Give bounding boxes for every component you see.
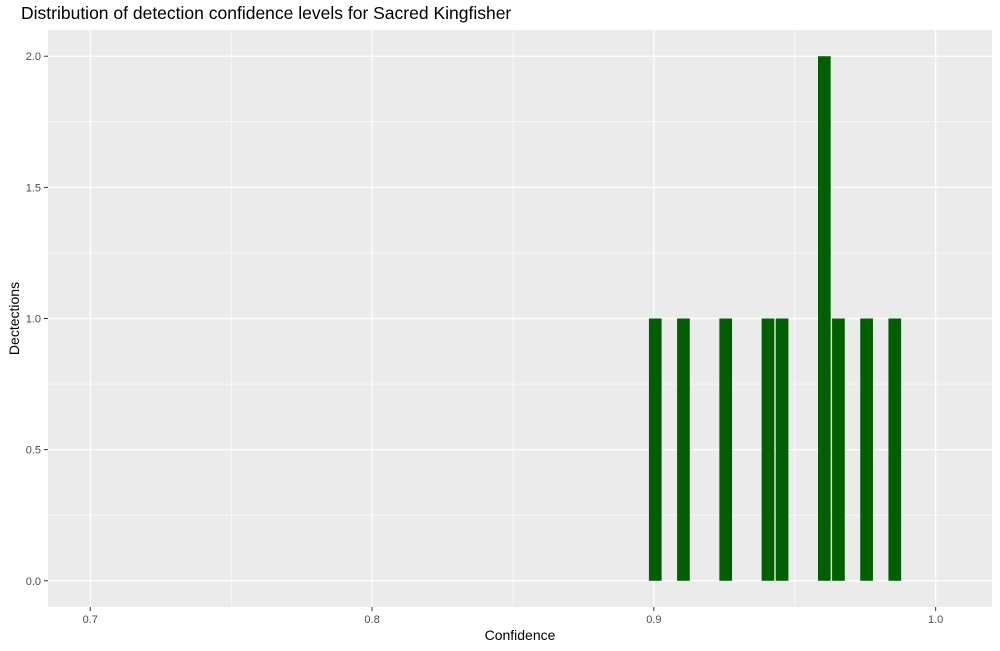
x-tick-label: 1.0 bbox=[928, 614, 943, 626]
histogram-bar bbox=[648, 318, 662, 581]
y-tick-label: 0.0 bbox=[26, 576, 41, 588]
x-tick-label: 0.7 bbox=[83, 614, 98, 626]
x-axis: 0.7 0.8 0.9 1.0 bbox=[83, 607, 943, 626]
x-tick-label: 0.8 bbox=[364, 614, 379, 626]
y-axis-title: Dectections bbox=[6, 282, 22, 355]
x-tick-label: 0.9 bbox=[646, 614, 661, 626]
histogram-bar bbox=[832, 318, 845, 581]
histogram-bar bbox=[775, 318, 789, 581]
y-tick-label: 1.5 bbox=[26, 182, 41, 194]
y-tick-label: 1.0 bbox=[26, 314, 41, 326]
histogram-bar bbox=[888, 318, 902, 581]
histogram-bar bbox=[860, 318, 873, 581]
y-tick-label: 2.0 bbox=[26, 51, 41, 63]
histogram-bar bbox=[817, 56, 831, 581]
bars bbox=[648, 56, 902, 581]
chart-title: Distribution of detection confidence lev… bbox=[21, 3, 512, 23]
histogram-bar bbox=[761, 318, 775, 581]
histogram-bar bbox=[677, 318, 690, 581]
x-axis-title: Confidence bbox=[485, 627, 556, 643]
y-tick-label: 0.5 bbox=[26, 445, 41, 457]
histogram-bar bbox=[719, 318, 733, 581]
y-axis: 0.0 0.5 1.0 1.5 2.0 bbox=[26, 51, 48, 588]
